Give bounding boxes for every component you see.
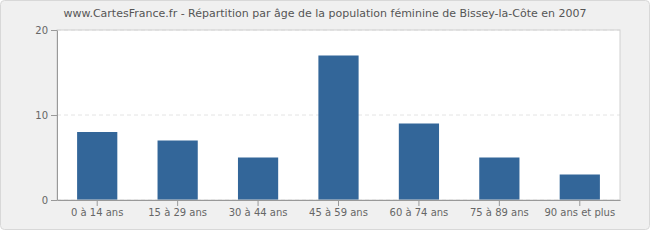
tick: 60 à 74 ans	[390, 200, 449, 218]
tick: 45 à 59 ans	[309, 200, 368, 218]
tick: 15 à 29 ans	[148, 200, 207, 218]
axis-line	[57, 31, 58, 201]
tick-label: 75 à 89 ans	[470, 207, 529, 218]
bar	[158, 141, 198, 201]
x-axis: 0 à 14 ans 15 à 29 ans 30 à 44 ans 45 à 59 …	[58, 200, 621, 218]
tick-mark	[579, 200, 580, 206]
plot-frame	[57, 30, 620, 200]
tick-mark	[418, 200, 419, 206]
tick-label: 60 à 74 ans	[390, 207, 449, 218]
tick-mark	[258, 200, 259, 206]
background	[1, 1, 650, 230]
bar	[479, 158, 519, 201]
chart: www.CartesFrance.fr - Répartition par âg…	[0, 0, 650, 230]
y-axis: 0 10 20	[35, 25, 57, 206]
tick-label: 0 à 14 ans	[71, 207, 123, 218]
tick-label: 10	[35, 110, 48, 121]
bar	[77, 132, 117, 200]
bar	[560, 175, 600, 201]
grid	[57, 30, 620, 200]
tick: 10	[35, 110, 57, 121]
tick: 20	[35, 25, 57, 36]
tick: 0	[42, 195, 57, 206]
tick-label: 20	[35, 25, 48, 36]
tick-mark	[51, 200, 57, 201]
tick-label: 0	[42, 195, 48, 206]
bar	[318, 56, 358, 201]
tick-mark	[51, 115, 57, 116]
bar	[238, 158, 278, 201]
tick-label: 45 à 59 ans	[309, 207, 368, 218]
tick-label: 15 à 29 ans	[148, 207, 207, 218]
tick-mark	[97, 200, 98, 206]
title: www.CartesFrance.fr - Répartition par âg…	[63, 7, 586, 20]
tick-mark	[499, 200, 500, 206]
tick-mark	[177, 200, 178, 206]
plot: 0 10 20 0 à 14 ans 15 à 29 ans 30 à 44 ans 45 …	[35, 25, 620, 218]
tick-label: 90 ans et plus	[544, 207, 615, 218]
bars	[77, 56, 600, 201]
tick: 0 à 14 ans	[71, 200, 123, 218]
tick: 75 à 89 ans	[470, 200, 529, 218]
tick-mark	[338, 200, 339, 206]
tick-label: 30 à 44 ans	[229, 207, 288, 218]
tick: 30 à 44 ans	[229, 200, 288, 218]
tick: 90 ans et plus	[544, 200, 615, 218]
bar	[399, 124, 439, 201]
tick-mark	[51, 30, 57, 31]
plot-area	[57, 30, 620, 200]
